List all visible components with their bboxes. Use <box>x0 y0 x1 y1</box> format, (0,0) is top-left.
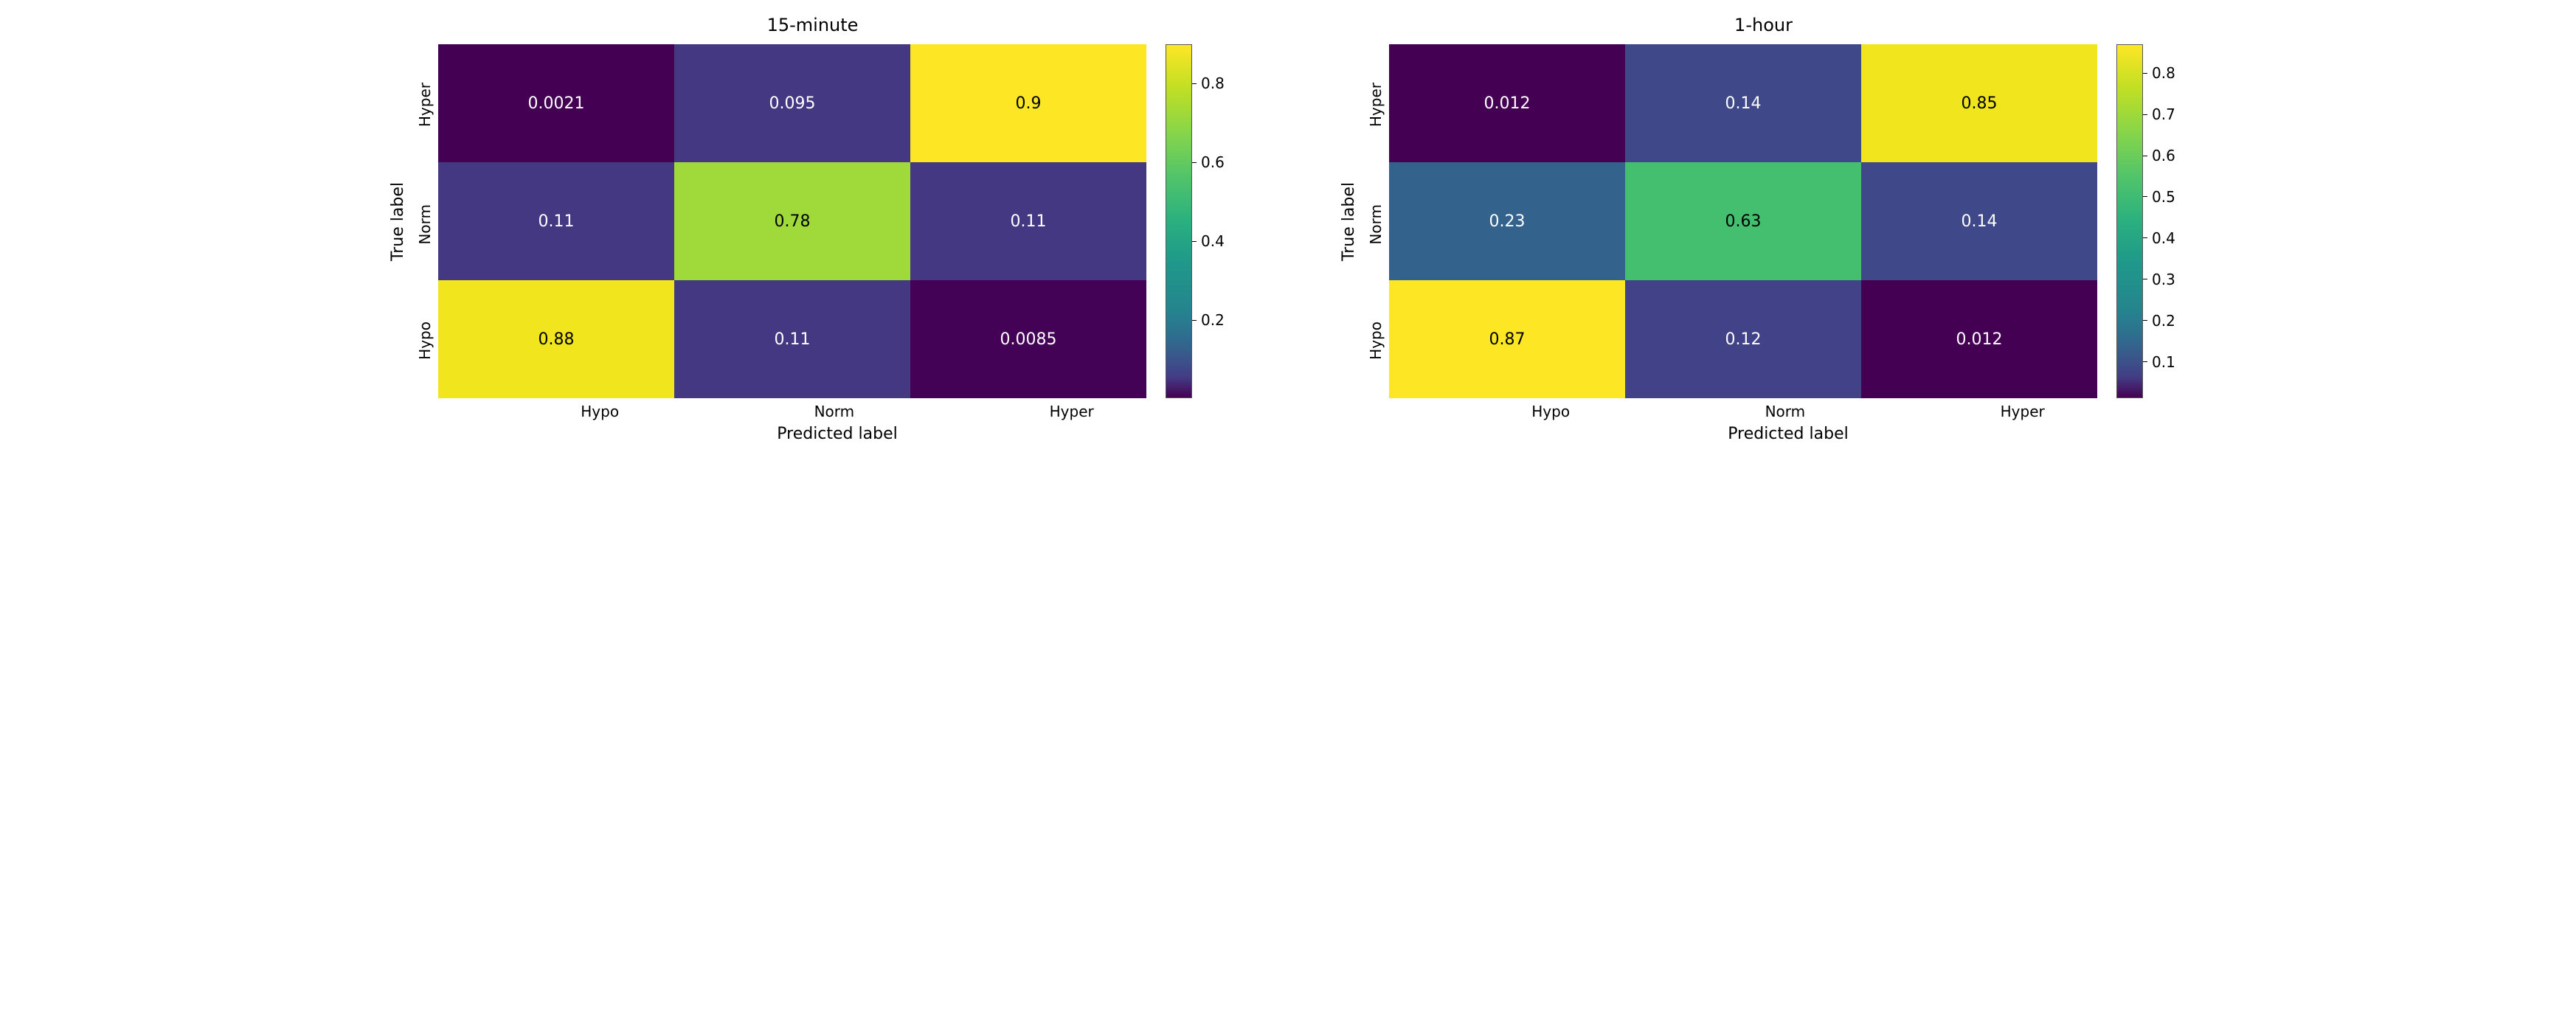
colorbar-tick: 0.5 <box>2143 188 2175 206</box>
yaxis-area: True label Hyper Norm Hypo <box>1340 44 1389 398</box>
colorbar-tick: 0.8 <box>2143 64 2175 82</box>
x-tick: Norm <box>1765 403 1806 420</box>
heatmap-cell: 0.78 <box>674 162 910 280</box>
heatmap-cell: 0.0021 <box>438 44 674 162</box>
x-axis-label: Predicted label <box>1728 425 1848 443</box>
heatmap-cell: 0.012 <box>1861 280 2097 398</box>
heatmap-cell: 0.14 <box>1861 162 2097 280</box>
heatmap-cell: 0.23 <box>1389 162 1625 280</box>
colorbar-gradient <box>1166 44 1192 398</box>
colorbar-tick: 0.2 <box>1192 311 1225 329</box>
colorbar: 0.2 0.4 0.6 0.8 <box>1166 44 1236 398</box>
heatmap-cell: 0.012 <box>1389 44 1625 162</box>
colorbar-ticks: 0.1 0.2 0.3 0.4 0.5 0.6 0.7 0.8 <box>2143 44 2187 398</box>
x-ticks: Hypo Norm Hyper <box>483 403 1191 420</box>
x-axis-label: Predicted label <box>777 425 897 443</box>
colorbar: 0.1 0.2 0.3 0.4 0.5 0.6 0.7 0.8 <box>2116 44 2187 398</box>
subplot-title: 15-minute <box>767 15 859 35</box>
heatmap-cell: 0.12 <box>1625 280 1861 398</box>
colorbar-tick-label: 0.1 <box>2152 353 2175 371</box>
colorbar-tick: 0.4 <box>2143 229 2175 247</box>
colorbar-tick: 0.3 <box>2143 271 2175 288</box>
x-tick: Hyper <box>1050 403 1094 420</box>
colorbar-tick-label: 0.2 <box>2152 312 2175 330</box>
x-tick: Hyper <box>2001 403 2045 420</box>
y-axis-label: True label <box>389 182 407 261</box>
colorbar-tick-label: 0.5 <box>2152 188 2175 206</box>
heatmap-cell: 0.85 <box>1861 44 2097 162</box>
heatmap-cell: 0.63 <box>1625 162 1861 280</box>
heatmap-cell: 0.095 <box>674 44 910 162</box>
colorbar-tick: 0.6 <box>1192 153 1225 171</box>
colorbar-tick: 0.1 <box>2143 353 2175 371</box>
colorbar-tick: 0.6 <box>2143 147 2175 164</box>
colorbar-gradient <box>2116 44 2143 398</box>
colorbar-tick-label: 0.2 <box>1201 311 1225 329</box>
x-tick: Hypo <box>1531 403 1570 420</box>
heatmap-cell: 0.87 <box>1389 280 1625 398</box>
y-tick: Hypo <box>1363 322 1389 360</box>
y-tick: Norm <box>412 204 438 245</box>
colorbar-tick-label: 0.8 <box>1201 74 1225 92</box>
heatmap-cell: 0.14 <box>1625 44 1861 162</box>
heatmap: 0.00210.0950.90.110.780.110.880.110.0085 <box>438 44 1146 398</box>
colorbar-tick: 0.8 <box>1192 74 1225 92</box>
colorbar-ticks: 0.2 0.4 0.6 0.8 <box>1192 44 1236 398</box>
heatmap-cell: 0.11 <box>438 162 674 280</box>
heatmap-cell: 0.0085 <box>910 280 1146 398</box>
heatmap-cell: 0.11 <box>674 280 910 398</box>
xaxis-row: Hypo Norm Hyper Predicted label <box>434 398 1191 443</box>
xaxis-block: Hypo Norm Hyper Predicted label <box>1434 403 2142 443</box>
colorbar-tick: 0.2 <box>2143 312 2175 330</box>
heatmap-cell: 0.11 <box>910 162 1146 280</box>
colorbar-tick: 0.7 <box>2143 105 2175 123</box>
colorbar-tick-label: 0.4 <box>2152 229 2175 247</box>
xaxis-block: Hypo Norm Hyper Predicted label <box>483 403 1191 443</box>
colorbar-tick-label: 0.4 <box>1201 232 1225 250</box>
colorbar-tick-label: 0.6 <box>2152 147 2175 164</box>
plot-row: True labelHyperNormHypo0.0120.140.850.23… <box>1340 44 2187 398</box>
colorbar-tick: 0.4 <box>1192 232 1225 250</box>
colorbar-tick-label: 0.7 <box>2152 105 2175 123</box>
yaxis-area: True label Hyper Norm Hypo <box>389 44 438 398</box>
subplot-1: 1-hourTrue labelHyperNormHypo0.0120.140.… <box>1340 15 2187 443</box>
colorbar-tick-label: 0.3 <box>2152 271 2175 288</box>
subplot-0: 15-minuteTrue labelHyperNormHypo0.00210.… <box>389 15 1236 443</box>
heatmap-cell: 0.9 <box>910 44 1146 162</box>
y-tick: Hypo <box>412 322 438 360</box>
colorbar-tick-label: 0.8 <box>2152 64 2175 82</box>
x-tick: Norm <box>814 403 855 420</box>
x-tick: Hypo <box>581 403 619 420</box>
heatmap-cell: 0.88 <box>438 280 674 398</box>
plot-row: True labelHyperNormHypo0.00210.0950.90.1… <box>389 44 1236 398</box>
y-ticks: Hyper Norm Hypo <box>1363 44 1389 398</box>
x-ticks: Hypo Norm Hyper <box>1434 403 2142 420</box>
y-axis-label: True label <box>1340 182 1358 261</box>
y-tick: Hyper <box>412 83 438 127</box>
subplot-title: 1-hour <box>1734 15 1793 35</box>
y-tick: Hyper <box>1363 83 1389 127</box>
figure: 15-minuteTrue labelHyperNormHypo0.00210.… <box>15 15 2561 443</box>
y-tick: Norm <box>1363 204 1389 245</box>
colorbar-tick-label: 0.6 <box>1201 153 1225 171</box>
xaxis-row: Hypo Norm Hyper Predicted label <box>1385 398 2142 443</box>
y-ticks: Hyper Norm Hypo <box>412 44 438 398</box>
heatmap: 0.0120.140.850.230.630.140.870.120.012 <box>1389 44 2097 398</box>
